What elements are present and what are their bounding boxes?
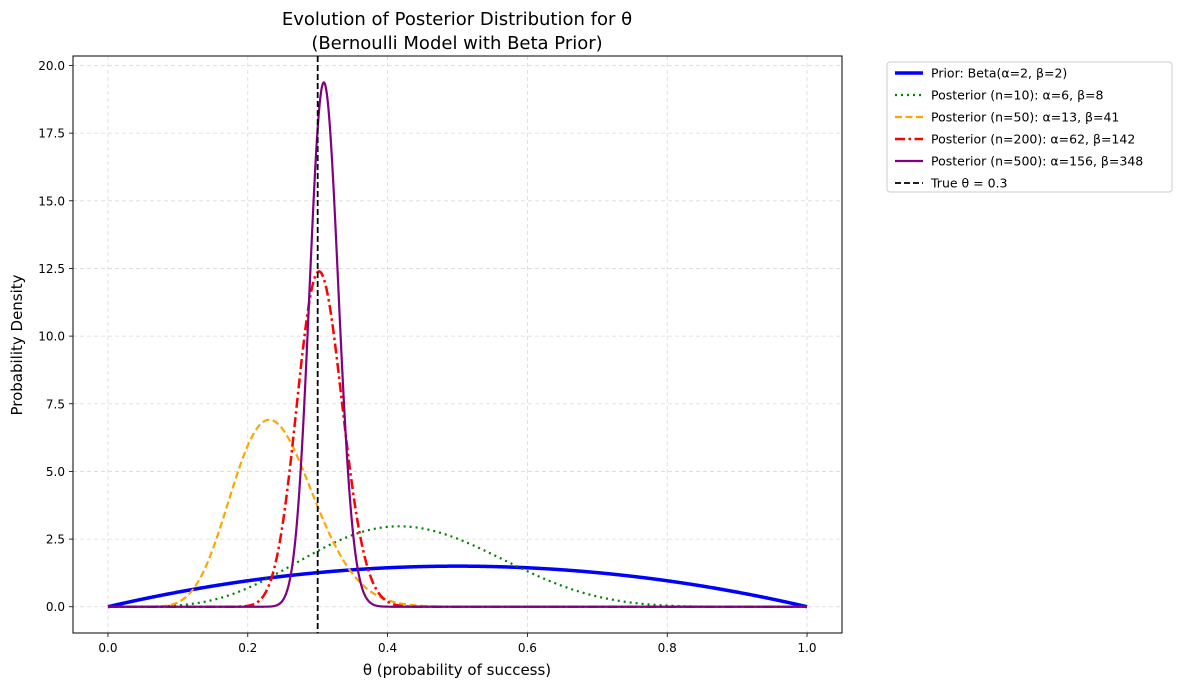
series-line-posterior-2 [107,418,808,608]
legend-label: Posterior (n=500): α=156, β=348 [931,154,1143,169]
chart-title: Evolution of Posterior Distribution for … [282,9,632,30]
axes-frame [72,55,843,634]
plot-area [106,56,809,633]
y-tick-label: 7.5 [46,397,65,411]
legend-label: Posterior (n=50): α=13, β=41 [931,110,1119,125]
legend-label: Posterior (n=10): α=6, β=8 [931,88,1104,103]
x-tick-label: 1.0 [797,641,816,655]
y-tick-label: 15.0 [38,194,65,208]
y-tick-label: 10.0 [38,330,65,344]
x-tick-label: 0.4 [378,641,397,655]
y-tick-label: 0.0 [46,600,65,614]
y-axis-label: Probability Density [8,274,26,415]
grid-layer [73,56,842,633]
legend: Prior: Beta(α=2, β=2) Posterior (n=10): α… [886,61,1173,193]
x-axis-label: θ (probability of success) [363,661,551,679]
y-tick-label: 2.5 [46,533,65,547]
axes [69,55,843,637]
y-tick-label: 5.0 [46,465,65,479]
y-tick-label: 17.5 [38,127,65,141]
y-tick-label: 12.5 [38,262,65,276]
y-tick-label: 20.0 [38,59,65,73]
series-line-prior [106,564,809,609]
series-line-posterior-3 [107,270,808,608]
legend-box [886,61,1173,193]
x-tick-label: 0.2 [238,641,257,655]
legend-label: True θ = 0.3 [930,176,1007,191]
series-group [106,56,809,633]
x-tick-label: 0.6 [518,641,537,655]
legend-label: Prior: Beta(α=2, β=2) [931,66,1067,81]
tick-labels: 0.0 0.2 0.4 0.6 0.8 1.0 0.0 2.5 5.0 7.5 10.0 12.5 15… [38,59,816,655]
x-tick-label: 0.8 [658,641,677,655]
series-line-posterior-4 [107,81,808,608]
x-tick-label: 0.0 [98,641,117,655]
chart-subtitle: (Bernoulli Model with Beta Prior) [311,33,602,54]
legend-label: Posterior (n=200): α=62, β=142 [931,132,1135,147]
